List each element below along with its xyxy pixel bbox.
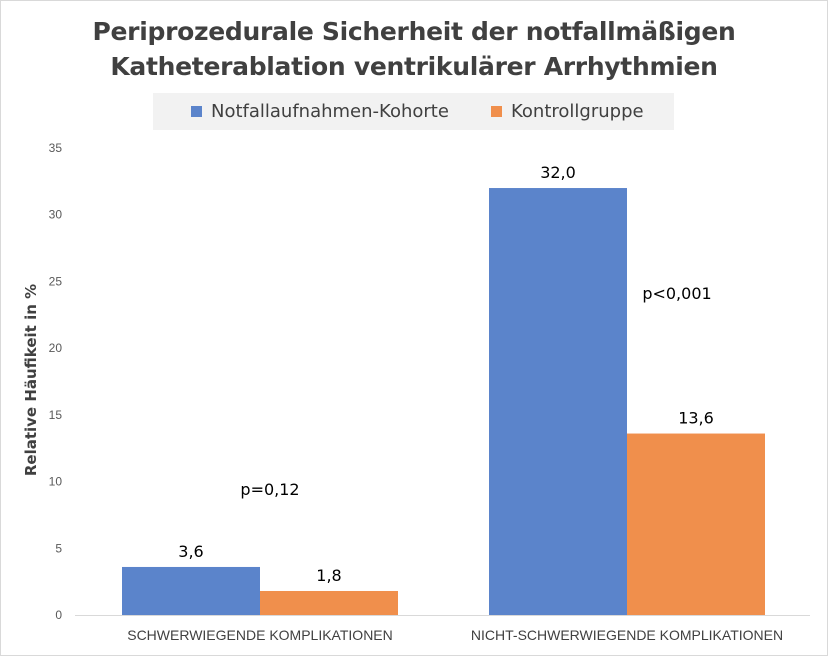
- x-category-label: SCHWERWIEGENDE KOMPLIKATIONEN: [127, 627, 393, 643]
- data-label: 3,6: [178, 542, 203, 561]
- y-tick-label: 5: [55, 541, 62, 555]
- legend: Notfallaufnahmen-Kohorte Kontrollgruppe: [153, 93, 674, 130]
- data-label: 1,8: [316, 566, 341, 585]
- y-tick-label: 30: [49, 208, 63, 222]
- x-category-label: NICHT-SCHWERWIEGENDE KOMPLIKATIONEN: [471, 627, 783, 643]
- y-tick-label: 0: [55, 608, 62, 622]
- chart-title-line-1: Periprozedurale Sicherheit der notfallmä…: [92, 17, 736, 46]
- y-tick-label: 35: [49, 141, 63, 155]
- legend-swatch-series-2: [491, 106, 502, 117]
- chart-title-line-2: Katheterablation ventrikulärer Arrhythmi…: [110, 52, 718, 81]
- y-tick-label: 15: [49, 408, 63, 422]
- chart-title: Periprozedurale Sicherheit der notfallmä…: [0, 14, 828, 84]
- p-value-annotation: p=0,12: [240, 480, 299, 499]
- y-tick-label: 25: [49, 274, 63, 288]
- legend-swatch-series-1: [191, 106, 202, 117]
- legend-item-series-2: Kontrollgruppe: [491, 93, 644, 130]
- legend-label-series-1: Notfallaufnahmen-Kohorte: [211, 101, 449, 122]
- legend-label-series-2: Kontrollgruppe: [511, 101, 644, 122]
- legend-item-series-1: Notfallaufnahmen-Kohorte: [191, 93, 449, 130]
- p-value-annotation: p<0,001: [642, 284, 711, 303]
- bar: [260, 590, 398, 615]
- data-label: 13,6: [678, 409, 714, 428]
- y-tick-label: 10: [49, 475, 63, 489]
- bar: [122, 566, 260, 615]
- bar: [627, 433, 765, 615]
- bar: [489, 188, 627, 615]
- data-label: 32,0: [540, 163, 576, 182]
- y-tick-label: 20: [49, 341, 63, 355]
